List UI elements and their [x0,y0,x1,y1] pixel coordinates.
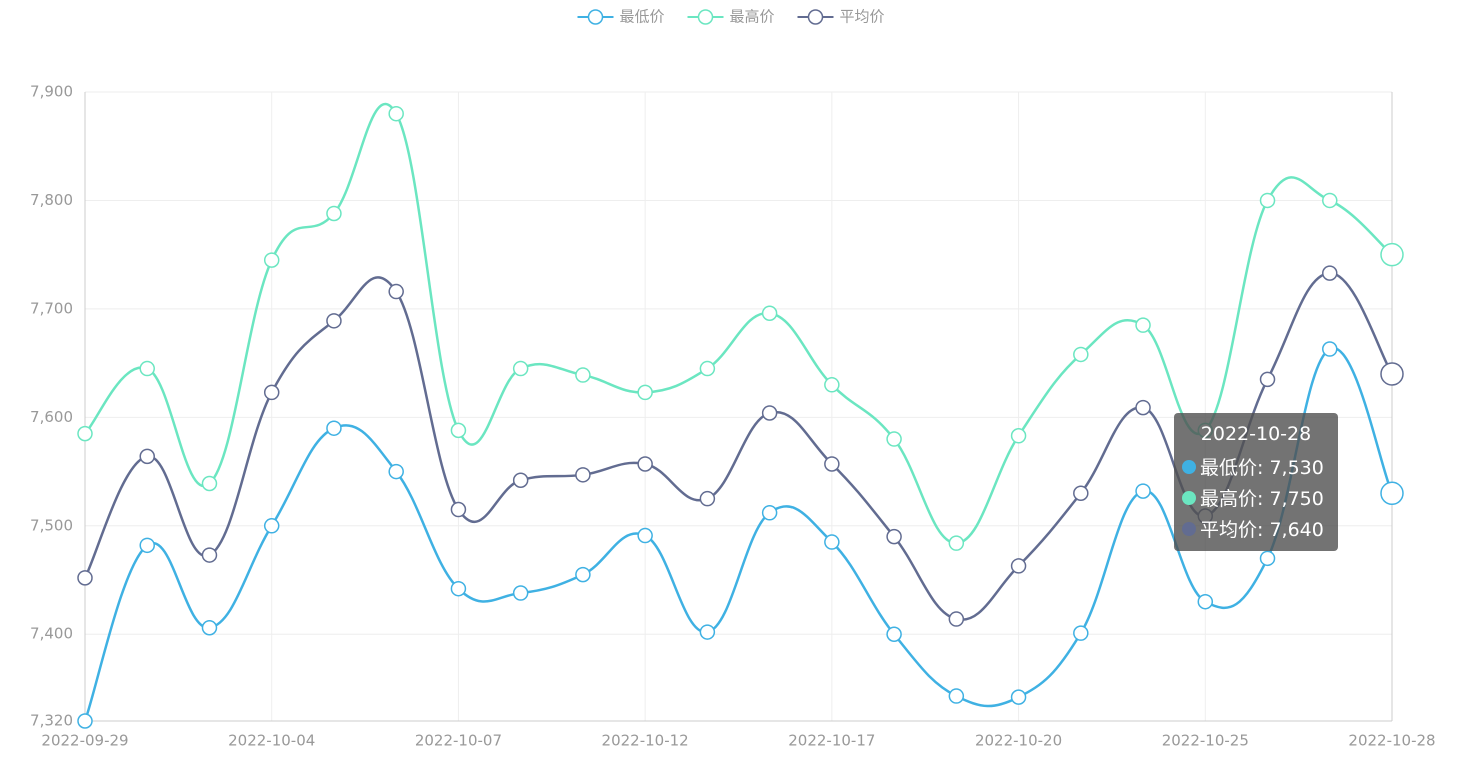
x-tick-label: 2022-10-07 [415,732,502,750]
data-point [1380,242,1404,267]
y-tick-label: 7,500 [30,516,73,534]
data-point [450,501,467,518]
data-point [761,305,778,321]
tooltip-row: 平均价: 7,640 [1182,513,1330,544]
data-point [1259,192,1276,209]
data-point [699,360,716,377]
legend-icon [697,9,714,25]
data-point [1010,558,1027,574]
x-tick-label: 2022-10-17 [788,732,875,750]
legend-label: 最低价 [620,8,665,26]
data-point [1135,399,1151,416]
data-point [201,619,218,636]
data-point [637,527,653,544]
tooltip-item: 平均价: 7,640 [1200,519,1324,541]
data-point [1259,550,1276,567]
x-tick-label: 2022-10-12 [602,732,689,750]
data-point [77,713,93,729]
data-point [512,360,529,377]
data-point [1380,362,1404,386]
data-point [1073,625,1089,641]
data-point [388,283,404,300]
data-point [512,472,529,488]
data-point [761,405,778,421]
tooltip-item: 最低价: 7,530 [1200,457,1324,479]
tooltip-row: 最低价: 7,530 [1182,451,1330,482]
y-tick-label: 7,800 [30,191,73,209]
data-point [1197,593,1214,610]
data-point [824,377,840,393]
tooltip-title: 2022-10-28 [1200,423,1312,445]
data-point [948,688,965,704]
data-point [824,534,840,550]
x-tick-label: 2022-10-20 [975,732,1062,750]
data-point [637,456,653,472]
data-point [575,566,591,583]
data-point [1322,192,1338,209]
data-point [575,367,591,383]
data-point [201,475,218,492]
data-point [139,360,155,377]
data-point [886,528,902,545]
data-point [263,518,280,534]
data-point [886,431,902,447]
data-point [1322,341,1338,357]
data-point [450,580,467,597]
legend-icon [587,9,604,25]
tooltip-row: 最高价: 7,750 [1182,482,1330,513]
data-point [824,456,840,472]
data-point [326,205,342,222]
data-point [388,105,404,122]
y-tick-label: 7,600 [30,408,73,426]
data-point [139,537,155,554]
y-tick-label: 7,320 [30,712,73,730]
data-point [575,467,591,483]
tooltip-item: 最高价: 7,750 [1200,488,1324,510]
data-point [201,547,218,563]
data-point [699,624,716,640]
data-point [77,570,93,586]
tooltip: 2022-10-28 最低价: 7,530 最高价: 7,750 平均价: 7,… [1174,413,1338,551]
legend-icon [807,9,824,25]
y-tick-label: 7,900 [30,83,73,101]
data-point [1010,428,1027,444]
tooltip-dot [1182,490,1196,505]
data-point [1259,371,1276,388]
data-point [948,611,965,627]
legend-label: 最高价 [730,8,775,26]
data-point [1010,689,1027,705]
data-point [1135,317,1151,333]
data-point [139,448,155,465]
data-point [761,505,778,521]
x-tick-label: 2022-10-04 [228,732,315,750]
data-point [388,463,404,480]
x-tick-label: 2022-10-28 [1348,732,1435,750]
data-point [326,313,342,329]
data-point [512,585,529,601]
data-point [1380,481,1404,506]
data-point [1322,265,1338,281]
data-point [77,425,93,442]
x-tick-label: 2022-09-29 [41,732,128,750]
data-point [1073,485,1089,502]
tooltip-dot [1182,459,1196,474]
x-tick-label: 2022-10-25 [1162,732,1249,750]
y-tick-label: 7,400 [30,625,73,643]
data-point [699,490,716,507]
y-tick-label: 7,700 [30,299,73,317]
data-point [263,384,280,401]
data-point [637,384,653,401]
data-point [263,252,280,268]
tooltip-dot [1182,521,1196,536]
data-point [1073,346,1089,363]
data-point [326,420,342,436]
data-point [1135,483,1151,499]
legend-label: 平均价 [840,8,885,26]
data-point [948,535,965,551]
data-point [450,422,467,439]
data-point [886,626,902,642]
